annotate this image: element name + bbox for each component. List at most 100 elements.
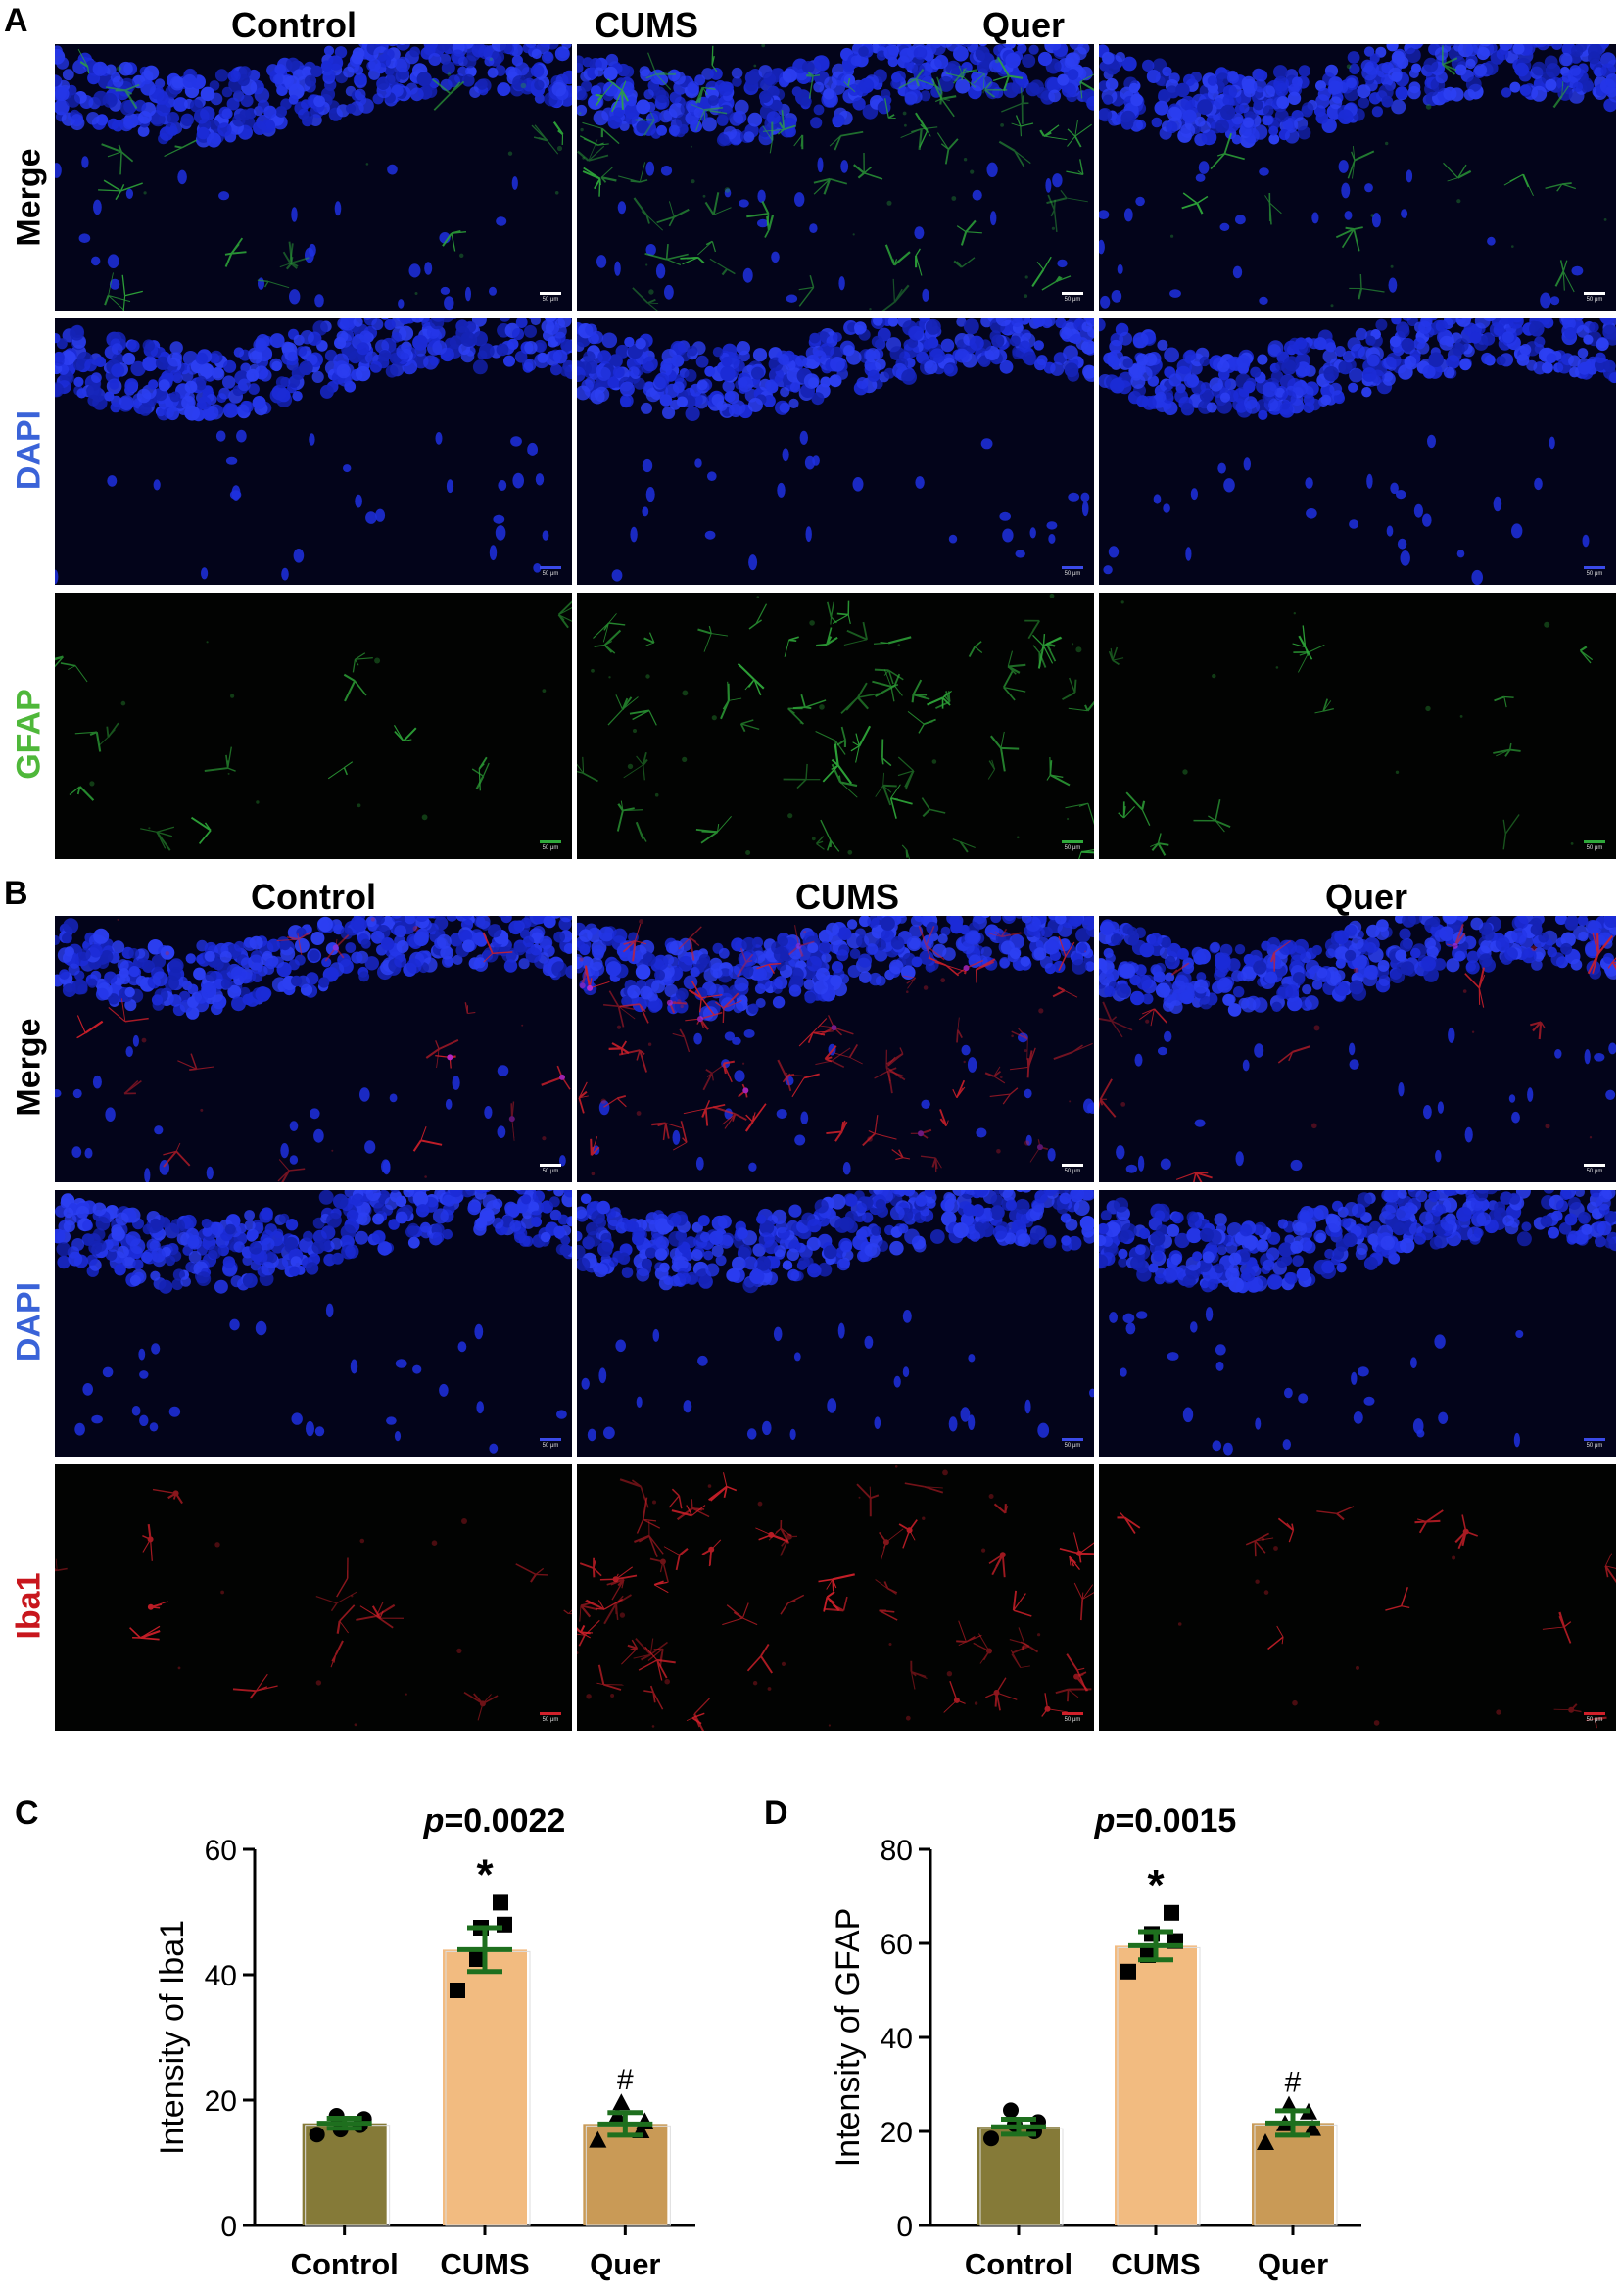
scale-bar-label: 50 μm	[1061, 1169, 1084, 1174]
scale-bar-label: 50 μm	[1061, 297, 1084, 303]
data-point	[1120, 1964, 1136, 1980]
y-tick-label: 20	[881, 2117, 913, 2149]
scale-bar: 50 μm	[1061, 1438, 1084, 1449]
panel-a-col-cums: CUMS	[392, 5, 901, 46]
scale-bar: 50 μm	[1583, 1712, 1606, 1723]
micrograph-iba1-control: 50 μm	[55, 1464, 572, 1731]
data-point	[493, 1894, 508, 1910]
panel-a-row-dapi: DAPI	[11, 323, 49, 578]
micrograph-merge-control: 50 μm	[55, 44, 572, 311]
micrograph-image	[577, 1464, 1094, 1731]
data-point	[1164, 1905, 1179, 1921]
scale-bar-line	[1062, 840, 1083, 843]
scale-bar-label: 50 μm	[1061, 1443, 1084, 1449]
panel-b-col-control: Control	[59, 877, 568, 918]
scale-bar-line	[1584, 1712, 1605, 1715]
y-tick-label: 40	[205, 1960, 237, 1992]
scale-bar: 50 μm	[539, 1438, 562, 1449]
scale-bar-line	[1062, 1164, 1083, 1167]
panel-a-row-merge: Merge	[11, 71, 49, 325]
micrograph-dapi-control: 50 μm	[55, 1190, 572, 1457]
micrograph-image	[55, 318, 572, 585]
scale-bar-label: 50 μm	[539, 297, 562, 303]
scale-bar-label: 50 μm	[1583, 1169, 1606, 1174]
micrograph-image	[55, 44, 572, 311]
scale-bar: 50 μm	[1583, 566, 1606, 577]
x-tick-label: Control	[965, 2247, 1072, 2281]
micrograph-gfap-quer: 50 μm	[1099, 593, 1616, 859]
micrograph-image	[55, 1464, 572, 1731]
scale-bar-line	[1584, 566, 1605, 569]
scale-bar-line	[540, 566, 561, 569]
micrograph-image	[55, 916, 572, 1182]
micrograph-dapi-cums: 50 μm	[577, 1190, 1094, 1457]
scale-bar-label: 50 μm	[1061, 845, 1084, 851]
scale-bar-line	[1062, 292, 1083, 295]
micrograph-merge-cums: 50 μm	[577, 916, 1094, 1182]
panel-b-row-dapi: DAPI	[11, 1195, 49, 1450]
panel-b-letter: B	[4, 875, 28, 913]
micrograph-image	[1099, 916, 1616, 1182]
bar-cums	[1115, 1945, 1197, 2225]
scale-bar-label: 50 μm	[1061, 1717, 1084, 1723]
scale-bar-label: 50 μm	[1583, 1443, 1606, 1449]
scale-bar: 50 μm	[1583, 1438, 1606, 1449]
micrograph-image	[55, 1190, 572, 1457]
micrograph-image	[577, 916, 1094, 1182]
micrograph-merge-control: 50 μm	[55, 916, 572, 1182]
y-axis-label: Intensity of Iba1	[154, 1920, 191, 2155]
data-point	[1003, 2102, 1019, 2118]
x-tick-label: Quer	[1258, 2247, 1328, 2281]
micrograph-gfap-cums: 50 μm	[577, 593, 1094, 859]
scale-bar-line	[1584, 292, 1605, 295]
chart-title: p=0.0015	[1094, 1802, 1237, 1840]
x-tick-label: CUMS	[1111, 2247, 1200, 2281]
x-tick-label: Control	[291, 2247, 399, 2281]
panel-a-col-quer: Quer	[911, 5, 1136, 46]
micrograph-iba1-quer: 50 μm	[1099, 1464, 1616, 1731]
panel-b-row-merge: Merge	[11, 940, 49, 1195]
micrograph-image	[1099, 1190, 1616, 1457]
scale-bar-line	[1062, 566, 1083, 569]
micrograph-image	[55, 593, 572, 859]
scale-bar: 50 μm	[1061, 1164, 1084, 1174]
data-point	[983, 2130, 999, 2146]
scale-bar-label: 50 μm	[1583, 845, 1606, 851]
scale-bar-line	[540, 1712, 561, 1715]
scale-bar: 50 μm	[1061, 292, 1084, 303]
significance-mark: *	[1147, 1861, 1165, 1909]
data-point	[450, 1983, 465, 1998]
scale-bar-label: 50 μm	[1583, 1717, 1606, 1723]
scale-bar-line	[540, 1164, 561, 1167]
panel-a-row-gfap: GFAP	[11, 607, 49, 862]
panel-b-row-iba1: Iba1	[11, 1479, 49, 1734]
micrograph-image	[1099, 1464, 1616, 1731]
scale-bar: 50 μm	[539, 292, 562, 303]
scale-bar: 50 μm	[1061, 566, 1084, 577]
scale-bar: 50 μm	[1061, 1712, 1084, 1723]
scale-bar-line	[540, 292, 561, 295]
scale-bar: 50 μm	[1061, 840, 1084, 851]
micrograph-dapi-quer: 50 μm	[1099, 318, 1616, 585]
scale-bar: 50 μm	[539, 1164, 562, 1174]
micrograph-image	[1099, 593, 1616, 859]
scale-bar-label: 50 μm	[539, 1169, 562, 1174]
scale-bar: 50 μm	[1583, 292, 1606, 303]
y-tick-label: 0	[220, 2211, 237, 2243]
y-tick-label: 80	[881, 1835, 913, 1867]
scale-bar-line	[1062, 1712, 1083, 1715]
micrograph-image	[577, 593, 1094, 859]
panel-d-letter: D	[764, 1794, 788, 1833]
micrograph-dapi-cums: 50 μm	[577, 318, 1094, 585]
significance-mark: #	[617, 2064, 634, 2096]
scale-bar: 50 μm	[539, 1712, 562, 1723]
scale-bar-line	[1584, 1164, 1605, 1167]
micrograph-image	[1099, 318, 1616, 585]
micrograph-iba1-cums: 50 μm	[577, 1464, 1094, 1731]
scale-bar-label: 50 μm	[539, 845, 562, 851]
significance-mark: *	[476, 1850, 494, 1898]
y-tick-label: 60	[205, 1835, 237, 1867]
